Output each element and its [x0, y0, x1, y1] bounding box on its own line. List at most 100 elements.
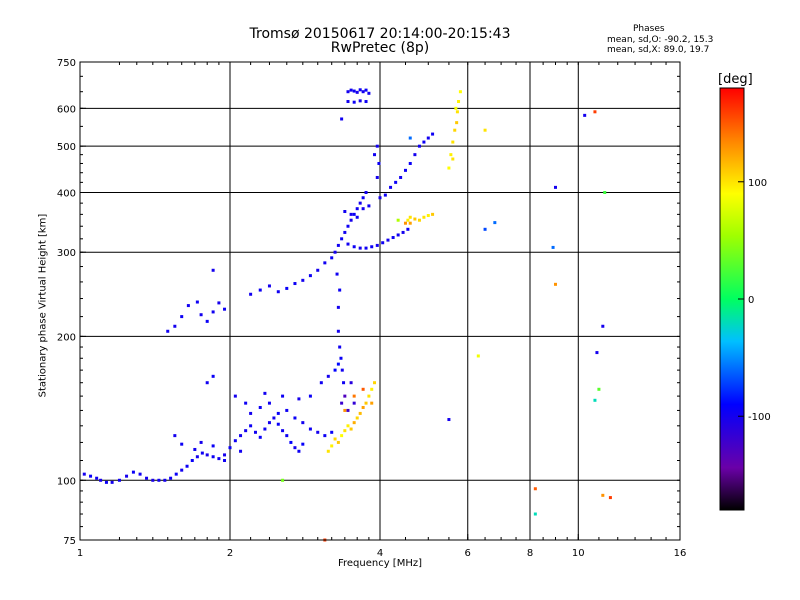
data-point	[417, 218, 421, 222]
data-point	[104, 480, 108, 484]
data-point	[185, 464, 189, 468]
data-point	[343, 394, 347, 398]
data-point	[338, 288, 342, 292]
data-point	[285, 286, 289, 290]
data-point	[346, 242, 350, 246]
data-point	[422, 215, 426, 219]
data-point	[249, 411, 253, 415]
data-point	[342, 381, 346, 385]
x-tick-label: 1	[77, 548, 83, 559]
data-point	[601, 493, 605, 497]
data-point	[553, 282, 557, 286]
data-point	[458, 90, 462, 94]
data-point	[447, 166, 451, 170]
data-point	[293, 282, 297, 286]
data-point	[82, 472, 86, 476]
data-point	[352, 212, 356, 216]
data-point	[370, 387, 374, 391]
data-point	[352, 394, 356, 398]
y-tick-label: 75	[63, 536, 76, 547]
data-point	[343, 210, 347, 214]
data-point	[394, 180, 398, 184]
data-point	[336, 243, 340, 247]
data-point	[608, 496, 612, 500]
data-point	[408, 215, 412, 219]
data-point	[323, 261, 327, 265]
data-point	[593, 110, 597, 114]
data-points	[82, 88, 612, 542]
x-tick-label: 6	[465, 548, 471, 559]
data-point	[151, 478, 155, 482]
data-point	[258, 405, 262, 409]
y-tick-label: 750	[57, 58, 76, 69]
data-point	[361, 196, 365, 200]
data-point	[211, 268, 215, 272]
data-point	[301, 278, 305, 282]
data-point	[244, 401, 248, 405]
data-point	[346, 408, 350, 412]
data-point	[457, 100, 461, 104]
colorbar-tick-label: 100	[748, 178, 767, 189]
data-point	[389, 185, 393, 189]
data-point	[186, 304, 190, 308]
data-point	[285, 408, 289, 412]
data-point	[267, 401, 271, 405]
data-point	[378, 196, 382, 200]
colorbar-tick-label: -100	[748, 412, 771, 423]
data-point	[449, 153, 453, 157]
data-point	[352, 401, 356, 405]
data-point	[408, 161, 412, 165]
data-point	[367, 394, 371, 398]
data-point	[349, 427, 353, 431]
data-point	[217, 301, 221, 305]
data-point	[408, 221, 412, 225]
data-point	[431, 212, 435, 216]
data-point	[355, 90, 359, 94]
data-point	[455, 121, 459, 125]
data-point	[343, 429, 347, 433]
data-point	[483, 227, 487, 231]
data-point	[166, 329, 170, 333]
y-tick-label: 500	[57, 142, 76, 153]
data-point	[89, 474, 93, 478]
data-point	[211, 444, 215, 448]
data-point	[199, 313, 203, 317]
data-point	[383, 193, 387, 197]
data-point	[297, 449, 301, 453]
data-point	[403, 221, 407, 225]
data-point	[117, 478, 121, 482]
data-point	[281, 429, 285, 433]
data-point	[451, 140, 455, 144]
data-point	[319, 381, 323, 385]
data-point	[308, 394, 312, 398]
colorbar-ticks: 100 0 -100	[738, 178, 771, 423]
data-point	[358, 246, 362, 250]
chart-subtitle: RwPretec (8p)	[330, 40, 430, 56]
data-point	[239, 449, 243, 453]
data-point	[447, 418, 451, 422]
data-point	[323, 434, 327, 438]
data-point	[343, 230, 347, 234]
y-tick-label: 200	[57, 332, 76, 343]
x-tick-label: 8	[527, 548, 533, 559]
data-point	[403, 168, 407, 172]
data-point	[597, 387, 601, 391]
data-point	[533, 512, 537, 516]
data-point	[301, 442, 305, 446]
x-tick-label: 2	[227, 548, 233, 559]
data-point	[228, 446, 232, 450]
data-point	[289, 440, 293, 444]
data-point	[316, 268, 320, 272]
data-point	[211, 455, 215, 459]
data-point	[276, 290, 280, 294]
x-axis-ticks: 1 2 4 6 8 10 16	[77, 62, 687, 559]
data-point	[330, 444, 334, 448]
data-point	[330, 256, 334, 260]
data-point	[145, 476, 149, 480]
x-tick-label: 16	[674, 548, 687, 559]
data-point	[249, 424, 253, 428]
data-point	[349, 88, 353, 92]
data-point	[174, 472, 178, 476]
data-point	[408, 136, 412, 140]
data-point	[301, 421, 305, 425]
